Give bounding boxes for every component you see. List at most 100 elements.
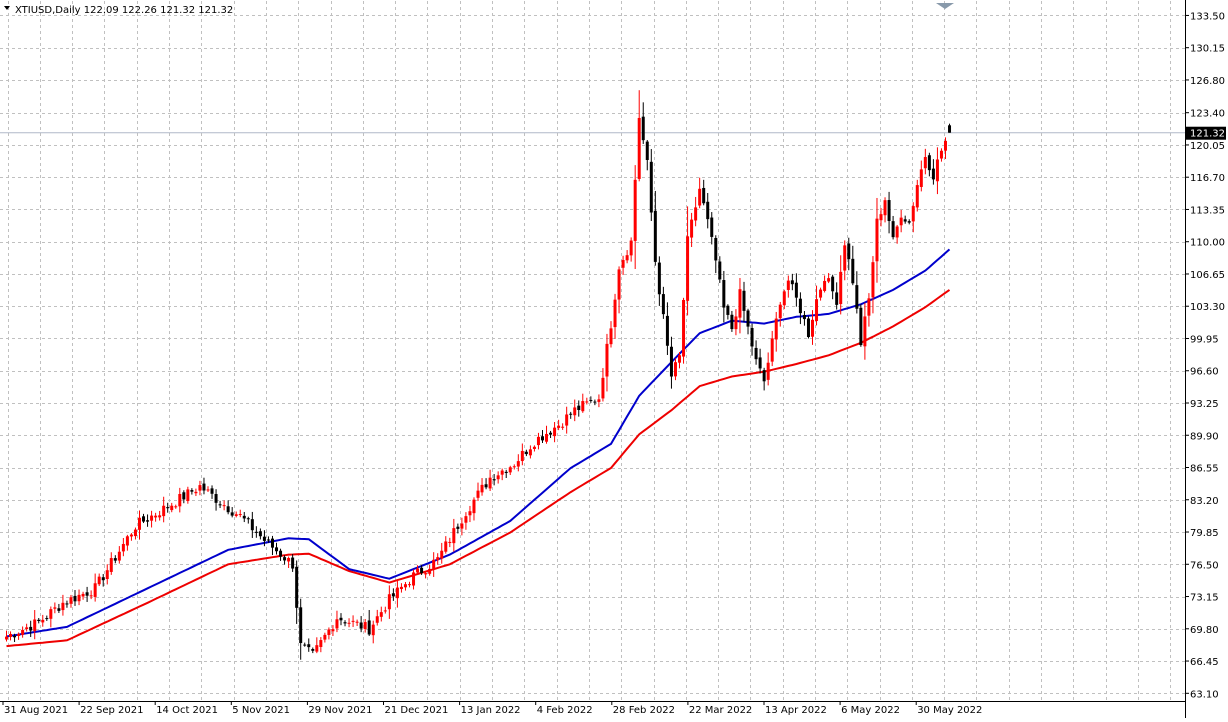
candle — [484, 478, 488, 490]
candle — [379, 606, 383, 622]
candle — [686, 206, 690, 316]
candle — [21, 626, 25, 638]
y-tick-label: 130.15 — [1190, 44, 1225, 55]
candle — [121, 537, 125, 557]
candle — [182, 490, 186, 504]
candle — [496, 471, 500, 484]
candle — [528, 445, 532, 459]
y-tick-label: 113.35 — [1190, 205, 1225, 216]
candle — [581, 393, 585, 413]
candle — [786, 275, 790, 298]
candle — [939, 148, 943, 162]
x-tick-label: 31 Aug 2021 — [4, 705, 68, 716]
candle — [383, 606, 387, 614]
x-tick-label: 13 Apr 2022 — [765, 705, 827, 716]
candle — [214, 489, 218, 511]
candle — [117, 546, 121, 564]
candle — [601, 368, 605, 402]
y-tick-label: 133.50 — [1190, 11, 1225, 22]
candle — [97, 573, 101, 587]
y-tick-label: 103.30 — [1190, 302, 1225, 313]
candle — [561, 423, 565, 430]
candle — [891, 215, 895, 240]
candle — [399, 583, 403, 593]
candle — [855, 271, 859, 314]
candle — [831, 274, 835, 300]
candle — [847, 237, 851, 271]
y-tick-label: 79.85 — [1190, 528, 1219, 539]
candle — [758, 348, 762, 374]
candle — [29, 620, 33, 637]
candle — [948, 123, 952, 133]
candle — [432, 552, 436, 577]
candle — [605, 333, 609, 392]
candle — [254, 526, 258, 538]
candle — [105, 564, 109, 585]
x-tick-label: 22 Mar 2022 — [689, 705, 752, 716]
candle — [266, 536, 270, 543]
candle — [162, 496, 166, 523]
candle — [629, 237, 633, 262]
y-tick-label: 126.80 — [1190, 76, 1225, 87]
candle — [911, 202, 915, 233]
candle — [540, 430, 544, 443]
candle — [819, 287, 823, 301]
candle — [412, 569, 416, 590]
candle — [295, 560, 299, 624]
x-tick-label: 5 Nov 2021 — [232, 705, 290, 716]
candle — [508, 465, 512, 476]
candle — [577, 400, 581, 417]
candle — [291, 554, 295, 572]
candle — [331, 625, 335, 637]
candle — [460, 517, 464, 536]
candle — [802, 311, 806, 326]
candle — [125, 534, 129, 551]
x-tick-label: 22 Sep 2021 — [80, 705, 143, 716]
candle — [472, 497, 476, 521]
y-tick-label: 86.55 — [1190, 464, 1219, 475]
candle — [242, 511, 246, 523]
candle — [669, 336, 673, 389]
candle — [770, 330, 774, 367]
candle — [935, 147, 939, 195]
candle — [327, 627, 331, 640]
current-price-tag: 121.32 — [1186, 126, 1226, 140]
candle — [468, 505, 472, 523]
candle — [279, 548, 283, 561]
candle — [49, 606, 53, 628]
candle — [57, 603, 61, 613]
candle — [89, 590, 93, 600]
candle — [250, 511, 254, 538]
candle — [41, 614, 45, 627]
candle — [895, 224, 899, 244]
candle — [738, 277, 742, 334]
y-tick-label: 63.10 — [1190, 689, 1219, 700]
candle — [516, 454, 520, 472]
candle — [142, 513, 146, 524]
candle — [230, 507, 234, 518]
y-tick-label: 120.05 — [1190, 141, 1225, 152]
candle — [565, 406, 569, 434]
candle — [25, 623, 29, 632]
candle — [210, 485, 214, 499]
candle — [395, 579, 399, 608]
candle — [323, 632, 327, 643]
candle — [270, 535, 274, 556]
candle — [690, 212, 694, 248]
candle — [730, 310, 734, 332]
candle — [53, 602, 57, 614]
candle — [174, 504, 178, 509]
candle — [436, 553, 440, 565]
candle — [311, 647, 315, 654]
scroll-marker-icon[interactable] — [936, 3, 954, 9]
dropdown-arrow-icon[interactable] — [4, 6, 10, 10]
candle — [573, 399, 577, 422]
candle — [150, 510, 154, 528]
y-tick-label: 66.45 — [1190, 657, 1219, 668]
candle — [335, 610, 339, 633]
candle — [315, 637, 319, 654]
candle — [827, 273, 831, 284]
candle — [307, 638, 311, 652]
candle — [299, 598, 303, 660]
